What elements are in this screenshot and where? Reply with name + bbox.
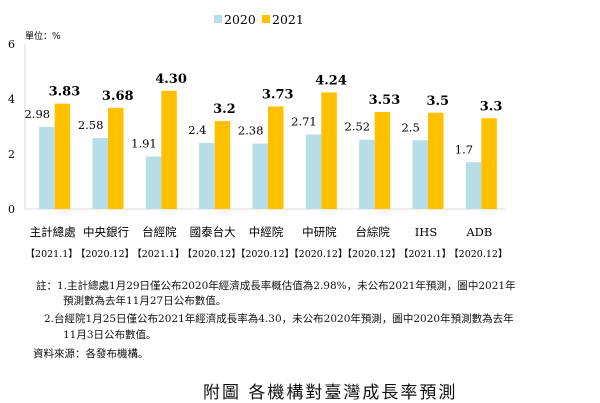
data-label-2021: 3.53 (369, 93, 401, 108)
legend-label-2021: 2021 (272, 12, 304, 27)
figure-caption: 附圖 各機構對臺灣成長率預測 (203, 383, 458, 403)
bar-2021 (268, 106, 284, 209)
note-1-cont: 預測數為去年11月27日公布數值。 (63, 295, 227, 307)
data-label-2021: 4.30 (155, 72, 187, 87)
data-label-2021: 3.5 (426, 94, 449, 109)
y-tick-label: 0 (8, 203, 15, 216)
data-label-2021: 3.2 (213, 102, 236, 117)
date-label: 【2020.12】 (343, 249, 401, 260)
data-label-2021: 3.73 (262, 87, 294, 102)
bar-2020 (412, 140, 428, 209)
y-tick-label: 6 (8, 38, 15, 51)
date-label: 【2020.12】 (76, 249, 134, 260)
data-label-2020: 2.5 (401, 120, 419, 134)
category-label: 台經院 (142, 225, 177, 239)
data-label-2021: 4.24 (315, 73, 347, 88)
date-label: 【2020.12】 (236, 249, 294, 260)
data-label-2020: 2.58 (78, 118, 104, 132)
bar-2020 (252, 143, 268, 209)
category-label: 國泰台大 (190, 225, 236, 239)
date-label: 【2020.12】 (449, 249, 507, 260)
category-label: 中經院 (249, 225, 284, 239)
note-2: 2.台經院1月25日僅公布2021年經濟成長率為4.30，未公布2020年預測，… (44, 313, 514, 325)
category-label: 主計總處 (30, 225, 76, 239)
data-label-2021: 3.68 (102, 89, 134, 104)
bar-2021 (428, 112, 444, 209)
date-label: 【2021.1】 (26, 249, 78, 260)
legend-label-2020: 2020 (224, 12, 256, 27)
data-label-2020: 1.7 (455, 142, 473, 156)
category-label: 台綜院 (355, 225, 390, 239)
data-label-2020: 1.91 (131, 136, 157, 150)
unit-label: 單位：% (25, 30, 61, 42)
bar-2021 (161, 90, 177, 209)
bar-2020 (39, 127, 55, 209)
category-label: ADB (465, 225, 492, 239)
bar-2021 (321, 92, 337, 209)
data-label-2021: 3.83 (49, 85, 81, 100)
bar-2020 (359, 139, 375, 209)
date-label: 【2021.1】 (132, 249, 184, 260)
date-label: 【2020.12】 (183, 249, 241, 260)
bar-2020 (465, 162, 482, 209)
date-label: 【2021.1】 (399, 249, 451, 260)
bar-2020 (305, 134, 322, 209)
y-tick-label: 4 (8, 93, 15, 106)
y-tick-label: 2 (8, 148, 15, 161)
bar-2021 (481, 118, 497, 209)
bar-2020 (92, 138, 108, 209)
bar-2021 (54, 103, 71, 209)
bar-2021 (214, 121, 231, 209)
category-label: 中研院 (302, 225, 337, 239)
legend-swatch-2021 (262, 15, 270, 23)
note-1: 註：1.主計總處1月29日僅公布2020年經濟成長率概估值為2.98%，未公布2… (36, 280, 516, 292)
category-label: 中央銀行 (83, 225, 129, 239)
data-label-2021: 3.3 (480, 99, 503, 114)
note-2-cont: 11月3日公布數值。 (63, 329, 157, 341)
data-label-2020: 2.38 (238, 124, 264, 138)
data-label-2020: 2.52 (344, 120, 370, 134)
bar-chart: 0 2 4 6 單位：% 2020 2021 2.98 3.83 主計總處【2021.1】 2.58… (8, 12, 507, 260)
bar-2021 (374, 111, 391, 209)
data-label-2020: 2.4 (188, 123, 206, 137)
category-label: IHS (415, 225, 438, 239)
source-note: 資料來源：各發布機構。 (33, 348, 149, 360)
data-label-2020: 2.71 (291, 114, 317, 128)
date-label: 【2020.12】 (289, 249, 347, 260)
bar-2020 (199, 143, 215, 209)
bar-2020 (145, 156, 162, 209)
data-label-2020: 2.98 (24, 107, 50, 121)
legend-swatch-2020 (214, 15, 222, 23)
bar-2021 (108, 107, 124, 209)
